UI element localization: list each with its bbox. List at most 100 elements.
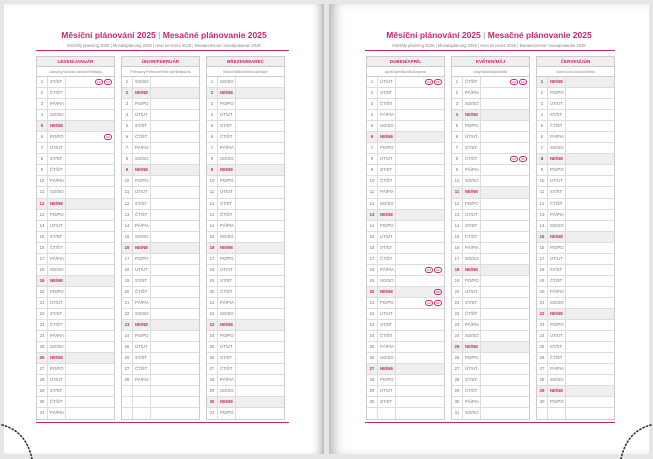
day-row[interactable]: 26 ST/ST <box>122 353 199 365</box>
day-row[interactable]: 17 PO/PO <box>122 253 199 265</box>
note-cell[interactable] <box>396 386 444 396</box>
note-cell[interactable] <box>66 320 114 330</box>
day-row[interactable]: 3 ČT/ŠT <box>367 99 444 111</box>
note-cell[interactable] <box>566 298 614 308</box>
day-row[interactable]: 31 PO/PO <box>207 408 284 420</box>
note-cell[interactable] <box>481 99 529 109</box>
day-row[interactable]: 28 PÁ/PIA <box>207 375 284 387</box>
note-cell[interactable] <box>481 375 529 385</box>
day-row[interactable]: 5 SO/SO <box>367 121 444 133</box>
note-cell[interactable] <box>151 320 199 330</box>
note-cell[interactable] <box>236 342 284 352</box>
day-row[interactable]: 19 NE/NE <box>37 275 114 287</box>
day-row[interactable] <box>122 408 199 420</box>
day-row[interactable]: 2 ČT/ŠT <box>37 88 114 100</box>
note-cell[interactable] <box>151 309 199 319</box>
day-row[interactable]: 22 SO/SO <box>122 308 199 321</box>
day-row[interactable]: 28 PO/PO <box>367 375 444 387</box>
note-cell[interactable] <box>236 110 284 120</box>
day-row[interactable]: 23 PO/PO <box>537 320 614 332</box>
day-row[interactable]: 2 NE/NE <box>207 88 284 100</box>
note-cell[interactable] <box>236 364 284 374</box>
day-row[interactable] <box>537 408 614 420</box>
note-cell[interactable] <box>66 386 114 396</box>
note-cell[interactable] <box>151 210 199 220</box>
note-cell[interactable] <box>151 77 199 87</box>
note-cell[interactable] <box>66 342 114 352</box>
day-row[interactable]: 20 NE/NE SK <box>367 286 444 298</box>
note-cell[interactable] <box>566 386 614 396</box>
day-row[interactable]: 4 ÚT/UT <box>122 110 199 122</box>
day-row[interactable]: 24 ČT/ŠT <box>367 331 444 343</box>
note-cell[interactable] <box>236 331 284 341</box>
note-cell[interactable] <box>66 375 114 385</box>
note-cell[interactable] <box>566 154 614 164</box>
note-cell[interactable] <box>236 187 284 197</box>
note-cell[interactable] <box>481 176 529 186</box>
day-row[interactable]: 5 ST/ST <box>207 121 284 133</box>
day-row[interactable]: 19 ČT/ŠT <box>537 275 614 287</box>
day-row[interactable]: 30 ST/ST <box>367 397 444 409</box>
day-row[interactable]: 9 ST/ST <box>367 165 444 177</box>
day-row[interactable]: 7 PO/PO <box>367 143 444 155</box>
day-row[interactable]: 30 PO/PO <box>537 397 614 409</box>
day-row[interactable]: 26 ČT/ŠT <box>537 353 614 365</box>
note-cell[interactable] <box>566 99 614 109</box>
day-row[interactable]: 10 ÚT/UT <box>537 176 614 188</box>
note-cell[interactable]: SK <box>396 287 444 297</box>
note-cell[interactable] <box>481 342 529 352</box>
note-cell[interactable] <box>66 88 114 98</box>
day-row[interactable]: 24 PO/PO <box>207 331 284 343</box>
note-cell[interactable] <box>66 232 114 242</box>
day-row[interactable]: 6 PO/PO SK <box>37 132 114 144</box>
note-cell[interactable] <box>396 353 444 363</box>
day-row[interactable]: 3 PÁ/PIA <box>37 99 114 111</box>
day-row[interactable]: 30 NE/NE <box>207 397 284 409</box>
day-row[interactable]: 10 PO/PO <box>207 176 284 188</box>
note-cell[interactable] <box>236 221 284 231</box>
day-row[interactable]: 5 ČT/ŠT <box>537 121 614 133</box>
note-cell[interactable] <box>396 165 444 175</box>
note-cell[interactable] <box>151 342 199 352</box>
note-cell[interactable] <box>481 143 529 153</box>
day-row[interactable]: 17 PÁ/PIA <box>37 253 114 265</box>
day-row[interactable] <box>122 386 199 398</box>
note-cell[interactable] <box>481 276 529 286</box>
note-cell[interactable] <box>481 110 529 120</box>
day-row[interactable]: 6 NE/NE <box>367 132 444 144</box>
day-row[interactable]: 10 ČT/ŠT <box>367 176 444 188</box>
note-cell[interactable] <box>66 99 114 109</box>
note-cell[interactable] <box>566 342 614 352</box>
day-row[interactable]: 8 ČT/ŠT CZ SK <box>452 154 529 166</box>
note-cell[interactable] <box>481 287 529 297</box>
note-cell[interactable]: SK <box>66 132 114 142</box>
day-row[interactable]: 26 SO/SO <box>367 353 444 365</box>
note-cell[interactable] <box>566 254 614 264</box>
note-cell[interactable] <box>396 309 444 319</box>
day-row[interactable]: 25 SO/SO <box>37 342 114 354</box>
note-cell[interactable] <box>396 243 444 253</box>
day-row[interactable]: 13 ČT/ŠT <box>207 209 284 221</box>
note-cell[interactable] <box>236 121 284 131</box>
note-cell[interactable] <box>66 143 114 153</box>
note-cell[interactable] <box>481 210 529 220</box>
note-cell[interactable]: CZ SK <box>481 154 529 164</box>
note-cell[interactable] <box>566 88 614 98</box>
day-row[interactable]: 27 NE/NE <box>367 364 444 376</box>
note-cell[interactable] <box>396 342 444 352</box>
day-row[interactable]: 1 NE/NE <box>537 77 614 89</box>
day-row[interactable]: 2 PÁ/PIA <box>452 88 529 100</box>
day-row[interactable]: 19 ST/ST <box>207 275 284 287</box>
day-row[interactable]: 14 PÁ/PIA <box>207 220 284 232</box>
note-cell[interactable] <box>481 243 529 253</box>
day-row[interactable]: 4 ST/ST <box>537 110 614 122</box>
note-cell[interactable] <box>236 232 284 242</box>
note-cell[interactable] <box>151 154 199 164</box>
day-row[interactable]: 18 ST/ST <box>537 264 614 276</box>
day-row[interactable]: 28 PÁ/PIA <box>122 375 199 387</box>
day-row[interactable]: 18 ÚT/UT <box>207 264 284 276</box>
note-cell[interactable] <box>396 276 444 286</box>
day-row[interactable]: 27 ČT/ŠT <box>122 364 199 376</box>
note-cell[interactable] <box>151 199 199 209</box>
day-row[interactable]: 17 ÚT/UT <box>537 253 614 265</box>
